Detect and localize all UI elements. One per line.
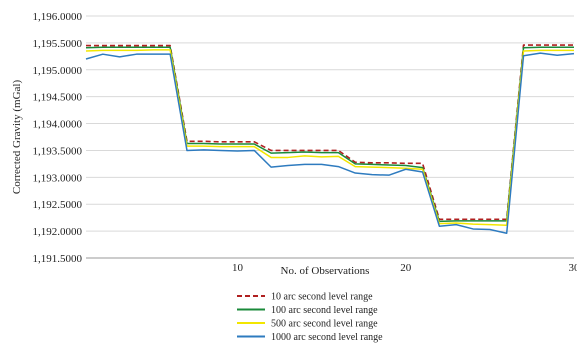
horizontal-gridlines [86, 15, 574, 232]
y-tick-label: 1,193.0000 [33, 172, 83, 184]
x-tick-label: 30 [569, 262, 577, 274]
legend-label: 10 arc second level range [271, 292, 373, 303]
y-tick-label: 1,196.0000 [33, 11, 83, 23]
x-axis-title: No. of Observations [281, 265, 370, 277]
y-axis-title: Corrected Gravity (mGal) [11, 80, 23, 195]
series-line-2 [85, 46, 574, 223]
series-line-1 [86, 44, 574, 221]
y-tick-label: 1,195.0000 [33, 65, 83, 77]
legend-label: 1000 arc second level range [271, 332, 383, 343]
y-tick-label: 1,193.5000 [33, 145, 83, 157]
y-tick-label: 1,192.0000 [33, 226, 83, 238]
y-axis-tick-labels: 1,191.5000 1,192.0000 1,192.5000 1,193.0000… [33, 11, 83, 265]
y-tick-label: 1,194.5000 [33, 92, 83, 104]
x-tick-label: 20 [400, 262, 412, 274]
y-tick-label: 1,195.5000 [33, 38, 83, 50]
series-lines [85, 44, 575, 235]
y-tick-label: 1,194.0000 [33, 119, 83, 131]
series-line-3 [85, 49, 574, 226]
y-tick-label: 1,192.5000 [33, 199, 83, 211]
x-axis-tick-labels: 10 20 30 [232, 262, 577, 274]
legend-label: 500 arc second level range [271, 319, 378, 330]
legend-label: 100 arc second level range [271, 305, 378, 316]
series-line-4 [85, 52, 575, 235]
y-tick-label: 1,191.5000 [33, 253, 83, 265]
legend: 10 arc second level range 100 arc second … [237, 292, 383, 343]
x-tick-label: 10 [232, 262, 244, 274]
